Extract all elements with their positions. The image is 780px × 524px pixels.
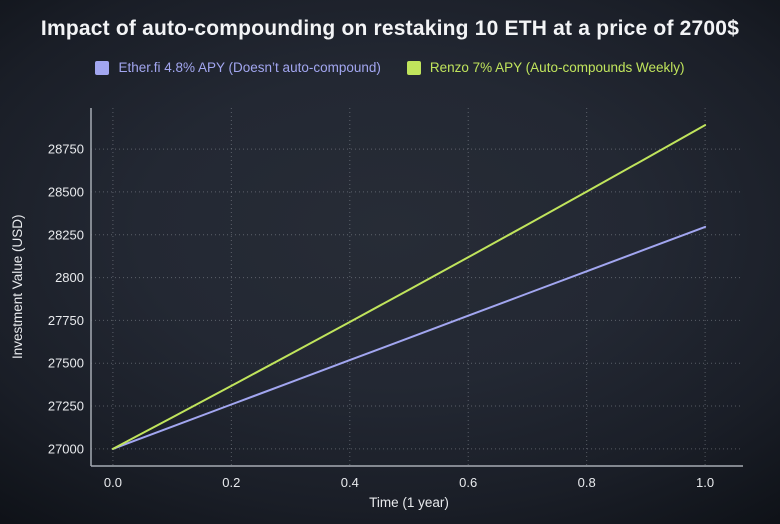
y-tick-label: 27000	[48, 441, 84, 456]
legend-label-etherfi: Ether.fi 4.8% APY (Doesn’t auto-compound…	[118, 60, 381, 75]
y-tick-label: 2800	[55, 270, 84, 285]
x-tick-label: 0.0	[104, 475, 122, 490]
renzo-series-swatch-icon	[406, 60, 421, 75]
y-axis-label: Investment Value (USD)	[10, 214, 25, 360]
y-tick-label: 28750	[48, 142, 84, 157]
y-tick-label: 27500	[48, 356, 84, 371]
y-tick-label: 28250	[48, 227, 84, 242]
x-tick-label: 0.2	[222, 475, 240, 490]
y-tick-label: 27250	[48, 399, 84, 414]
x-tick-label: 0.6	[459, 475, 477, 490]
x-tick-label: 0.8	[578, 475, 596, 490]
legend-item-etherfi: Ether.fi 4.8% APY (Doesn’t auto-compound…	[95, 60, 381, 75]
y-tick-label: 27750	[48, 313, 84, 328]
x-tick-label: 1.0	[696, 475, 714, 490]
series-line-1	[111, 124, 707, 450]
legend-label-renzo: Renzo 7% APY (Auto-compounds Weekly)	[429, 60, 685, 75]
series-line-0	[111, 225, 707, 450]
x-tick-label: 0.4	[341, 475, 359, 490]
legend: Ether.fi 4.8% APY (Doesn’t auto-compound…	[0, 60, 780, 75]
etherfi-series-swatch-icon	[95, 60, 110, 75]
chart-title: Impact of auto-compounding on restaking …	[40, 17, 740, 40]
y-tick-label: 28500	[48, 184, 84, 199]
x-axis-label: Time (1 year)	[369, 495, 449, 510]
legend-item-renzo: Renzo 7% APY (Auto-compounds Weekly)	[406, 60, 685, 75]
